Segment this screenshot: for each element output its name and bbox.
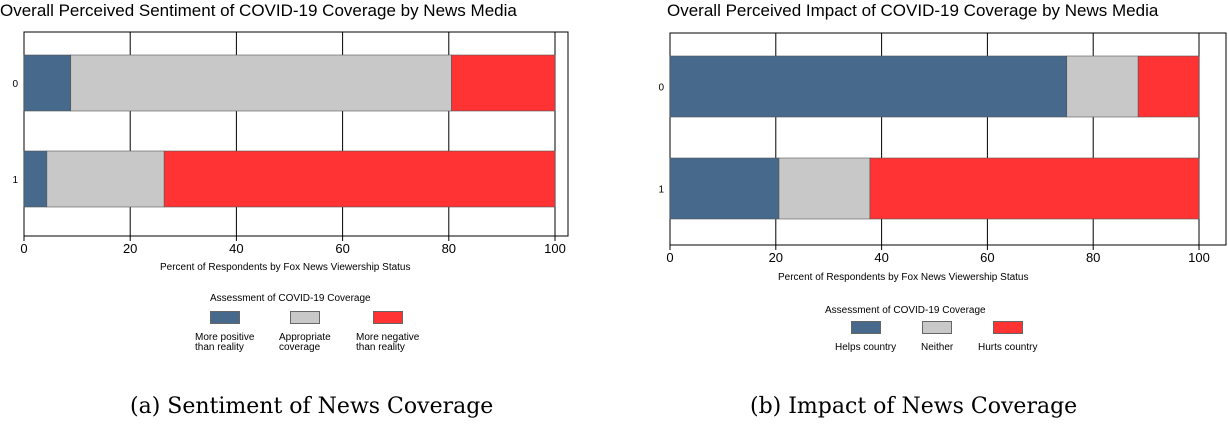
- legend-item-neither: Neither: [921, 321, 953, 353]
- bar-segment: [869, 157, 1200, 220]
- legend-title: Assessment of COVID-19 Coverage: [825, 305, 986, 316]
- legend-item-hurts-country: Hurts country: [978, 321, 1037, 353]
- bar-segment: [1066, 55, 1139, 118]
- x-tick-label: 60: [335, 241, 349, 256]
- legend-label: More positive than reality: [195, 332, 255, 353]
- x-tick-label: 80: [442, 241, 456, 256]
- legend-label: Helps country: [835, 342, 897, 353]
- bar-segment: [163, 150, 556, 208]
- legend-label: Hurts country: [978, 342, 1038, 353]
- legend-item-more-negative: More negative than reality: [356, 311, 419, 353]
- bar-segment: [669, 55, 1068, 118]
- x-axis-label: Percent of Respondents by Fox News Viewe…: [160, 262, 411, 273]
- legend-title: Assessment of COVID-19 Coverage: [210, 293, 371, 304]
- x-tick-label: 20: [123, 241, 137, 256]
- legend-item-appropriate: Appropriate coverage: [279, 311, 331, 353]
- legend-swatch-blue: [850, 321, 881, 334]
- legend-label: More negative than reality: [356, 332, 420, 353]
- x-tick-label: 60: [980, 250, 994, 265]
- category-label: 0: [12, 79, 18, 90]
- bar-segment: [23, 54, 72, 112]
- chart-title: Overall Perceived Impact of COVID-19 Cov…: [667, 1, 1159, 20]
- impact-bar-chart: 0 20 40 60 80 100 0 1: [658, 32, 1227, 265]
- bar-segment: [669, 157, 780, 220]
- impact-chart-panel: Overall Perceived Impact of COVID-19 Cov…: [636, 0, 1228, 425]
- bar-segment: [451, 54, 556, 112]
- bar-segment: [778, 157, 871, 220]
- x-tick-label: 40: [874, 250, 888, 265]
- legend-swatch-red: [372, 311, 403, 324]
- category-label: 0: [658, 83, 664, 94]
- category-label: 1: [658, 185, 664, 196]
- bar-segment: [46, 150, 165, 208]
- bar-segment: [70, 54, 452, 112]
- legend-swatch-gray: [922, 321, 953, 334]
- category-label: 1: [12, 175, 18, 186]
- legend-label: Appropriate coverage: [279, 332, 331, 353]
- x-tick-label: 100: [544, 241, 566, 256]
- sentiment-chart-panel: Overall Perceived Sentiment of COVID-19 …: [0, 0, 580, 425]
- legend-item-more-positive: More positive than reality: [195, 311, 254, 353]
- x-axis-label: Percent of Respondents by Fox News Viewe…: [778, 272, 1029, 283]
- legend-item-helps-country: Helps country: [835, 321, 896, 353]
- legend-swatch-blue: [209, 311, 240, 324]
- figure-caption: (a) Sentiment of News Coverage: [130, 394, 494, 419]
- x-tick-label: 80: [1086, 250, 1100, 265]
- legend-swatch-gray: [289, 311, 320, 324]
- x-tick-label: 20: [769, 250, 783, 265]
- x-tick-label: 0: [20, 241, 27, 256]
- bar-segment: [1137, 55, 1200, 118]
- bar-segment: [23, 150, 48, 208]
- x-tick-label: 0: [666, 250, 673, 265]
- sentiment-bar-chart: 0 20 40 60 80 100 0 1: [12, 31, 569, 256]
- x-tick-label: 100: [1188, 250, 1210, 265]
- chart-title: Overall Perceived Sentiment of COVID-19 …: [0, 1, 517, 20]
- legend-swatch-red: [992, 321, 1023, 334]
- legend-label: Neither: [921, 342, 954, 353]
- x-tick-label: 40: [229, 241, 243, 256]
- figure-caption: (b) Impact of News Coverage: [750, 394, 1078, 419]
